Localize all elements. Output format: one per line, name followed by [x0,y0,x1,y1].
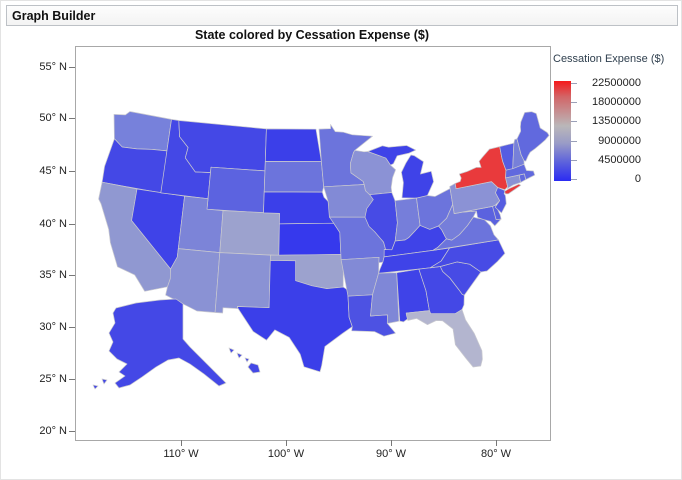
y-tick-mark [69,118,75,119]
state-ND[interactable] [264,128,322,162]
legend-tick-label: 13500000 [592,115,641,128]
y-tick-label: 35° N [39,269,67,281]
y-tick-label: 25° N [39,373,67,385]
state-CO[interactable] [219,210,280,256]
state-NY[interactable] [454,146,522,195]
plot-area[interactable] [75,46,551,441]
report-title: Graph Builder [12,8,96,23]
legend-tick-mark [571,102,577,104]
y-tick-mark [69,275,75,276]
state-MI[interactable] [367,145,434,199]
legend-tick-label: 9000000 [598,134,641,147]
state-MT[interactable] [178,120,267,173]
y-tick-mark [69,431,75,432]
x-tick-label: 110° W [163,448,199,460]
y-tick-mark [69,171,75,172]
legend-tick-mark [571,179,577,180]
y-tick-label: 45° N [39,165,67,177]
legend-gradient-bar[interactable] [554,81,571,181]
y-tick-label: 55° N [39,61,67,73]
legend-title: Cessation Expense ($) [553,53,665,65]
legend-tick-mark [571,83,577,84]
y-tick-mark [69,224,75,225]
state-ME[interactable] [516,111,550,162]
chart-title: State colored by Cessation Expense ($) [194,28,430,42]
state-SD[interactable] [263,161,325,193]
y-tick-label: 50° N [39,112,67,124]
y-tick-label: 20° N [39,425,67,437]
legend-tick-label: 4500000 [598,153,641,166]
state-NM[interactable] [214,252,271,314]
x-tick-mark [181,440,182,446]
report-title-bar[interactable]: Graph Builder [6,5,678,26]
us-map [92,111,550,390]
state-KS[interactable] [278,222,342,256]
legend-tick-label: 18000000 [592,96,641,109]
x-tick-mark [286,440,287,446]
legend-tick-mark [571,159,577,161]
x-tick-label: 90° W [375,448,407,460]
legend-tick-mark [571,121,577,123]
x-tick-mark [391,440,392,446]
state-NC[interactable] [429,239,506,273]
state-WA[interactable] [113,111,172,152]
legend-tick-mark [571,140,577,142]
state-TX[interactable] [236,260,353,373]
legend-tick-label: 22500000 [592,77,641,89]
state-WI[interactable] [350,150,396,196]
state-HI[interactable] [228,347,261,374]
state-FL[interactable] [405,309,483,368]
y-tick-label: 40° N [39,218,67,230]
state-AK[interactable] [92,298,227,390]
state-NJ[interactable] [494,187,507,214]
y-tick-mark [69,327,75,328]
y-tick-label: 30° N [39,321,67,333]
state-AR[interactable] [340,256,380,297]
x-tick-label: 100° W [267,448,305,460]
y-tick-mark [69,67,75,68]
legend-tick-label: 0 [634,173,641,185]
y-tick-mark [69,379,75,380]
state-WY[interactable] [206,166,266,214]
x-tick-mark [496,440,497,446]
x-tick-label: 80° W [480,448,512,460]
